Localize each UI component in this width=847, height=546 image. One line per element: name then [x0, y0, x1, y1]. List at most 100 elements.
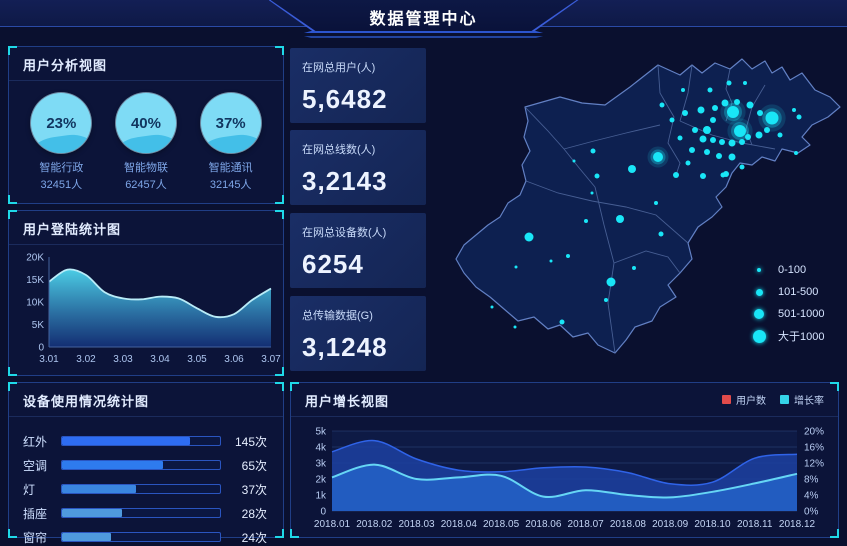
- bar-value: 145次: [234, 434, 267, 449]
- map-data-dot: [704, 149, 710, 155]
- legend-label: 用户数: [736, 396, 766, 407]
- gauge-item[interactable]: 23% 智能行政 32451人: [21, 93, 101, 193]
- map-data-dot: [673, 172, 679, 178]
- map-data-dot: [764, 127, 770, 133]
- bar-row[interactable]: 插座 28次: [23, 501, 267, 525]
- svg-text:1k: 1k: [315, 491, 327, 502]
- svg-text:4%: 4%: [804, 491, 819, 502]
- bar-value: 24次: [241, 530, 267, 545]
- gauge-percent: 37%: [215, 114, 246, 132]
- svg-text:2018.04: 2018.04: [441, 519, 478, 530]
- corner-decoration: [275, 46, 284, 55]
- stat-card-total-devices[interactable]: 在网总设备数(人) 6254: [290, 213, 426, 288]
- map-data-dot: [716, 153, 722, 159]
- corner-decoration: [275, 382, 284, 391]
- user-analysis-panel: 用户分析视图 23% 智能行政 32451人 40% 智能物联 62457人 3…: [8, 46, 284, 204]
- bar-row[interactable]: 灯 37次: [23, 477, 267, 501]
- map-data-dot: [566, 254, 570, 258]
- corner-decoration: [8, 195, 17, 204]
- panel-title: 设备使用情况统计图: [9, 383, 283, 417]
- map-data-dot: [692, 127, 698, 133]
- legend-dot-large: [754, 309, 764, 319]
- bar-track: [61, 436, 221, 446]
- growth-chart-legend: 用户数 增长率: [722, 392, 824, 407]
- svg-text:2018.05: 2018.05: [483, 519, 520, 530]
- map-data-dot: [559, 319, 565, 325]
- bar-fill: [62, 461, 164, 469]
- svg-text:2k: 2k: [315, 475, 327, 486]
- map-data-dot: [721, 99, 729, 107]
- gauge-count: 32451人: [40, 178, 83, 191]
- map-data-dot: [606, 277, 616, 287]
- legend-dot-small: [757, 268, 761, 272]
- map-data-dot: [681, 88, 685, 92]
- panel-title: 用户分析视图: [9, 47, 283, 81]
- map-data-dot: [572, 159, 576, 163]
- legend-row: 501-1000: [748, 303, 825, 325]
- bar-track: [61, 532, 221, 542]
- svg-text:0: 0: [320, 507, 326, 518]
- gauge-item[interactable]: 37% 智能通讯 32145人: [191, 93, 271, 193]
- bar-fill: [62, 533, 111, 541]
- legend-item-rate[interactable]: 增长率: [780, 392, 824, 407]
- bar-label: 插座: [23, 506, 48, 521]
- map-dot-layer: [490, 80, 802, 329]
- bar-row[interactable]: 空调 65次: [23, 453, 267, 477]
- gauge-item[interactable]: 40% 智能物联 62457人: [106, 93, 186, 193]
- stat-card-total-users[interactable]: 在网总用户(人) 5,6482: [290, 48, 426, 123]
- device-bar-chart: 红外 145次 空调 65次 灯 37次 插座 28次 窗帘 24次: [9, 417, 283, 546]
- user-growth-panel: 用户增长视图 用户数 增长率 0 1k 2k 3k 4k 5k 0% 4% 8% 12% 16% 20…: [290, 382, 839, 538]
- map-data-dot: [745, 134, 751, 140]
- login-area-chart[interactable]: 0 5K 10K 15K 20K 3.01 3.02 3.03 3.04 3.05 3.06 3.07: [11, 247, 281, 379]
- map-data-dot: [739, 164, 745, 170]
- panel-title: 用户登陆统计图: [9, 211, 283, 245]
- region-map[interactable]: 0-100 101-500 501-1000 大于1000: [430, 45, 847, 375]
- bar-value: 37次: [241, 482, 267, 497]
- gauge-percent: 23%: [46, 114, 77, 132]
- map-data-dot: [669, 117, 675, 123]
- legend-label: 大于1000: [778, 331, 825, 343]
- bar-label: 空调: [23, 458, 48, 473]
- map-data-dot: [590, 148, 596, 154]
- svg-text:20K: 20K: [26, 253, 44, 264]
- map-data-dot: [757, 110, 763, 116]
- legend-label: 增长率: [794, 396, 824, 407]
- map-data-dot: [710, 117, 716, 123]
- bar-label: 窗帘: [23, 530, 48, 545]
- svg-text:2018.03: 2018.03: [398, 519, 435, 530]
- legend-item-users[interactable]: 用户数: [722, 392, 766, 407]
- svg-text:0: 0: [38, 343, 44, 354]
- header-title-plate: 数据管理中心: [268, 0, 579, 33]
- stat-card-total-lines[interactable]: 在网总线数(人) 3,2143: [290, 130, 426, 205]
- map-data-dot: [703, 126, 711, 134]
- stat-value: 5,6482: [302, 84, 388, 114]
- svg-text:4k: 4k: [315, 443, 327, 454]
- map-svg: [455, 58, 841, 354]
- corner-decoration: [275, 195, 284, 204]
- map-data-dot: [594, 173, 600, 179]
- legend-dot-xlarge: [752, 329, 766, 343]
- stat-card-total-data[interactable]: 总传输数据(G) 3,1248: [290, 296, 426, 371]
- gauge-label: 智能通讯 32145人: [191, 160, 271, 193]
- svg-text:16%: 16%: [804, 443, 824, 454]
- map-data-dot: [697, 106, 705, 114]
- bar-row[interactable]: 窗帘 24次: [23, 525, 267, 546]
- map-data-dot: [707, 87, 713, 93]
- map-data-dot: [765, 111, 779, 125]
- map-data-dot: [699, 135, 707, 143]
- map-data-dot: [513, 325, 517, 329]
- map-data-dot: [723, 171, 729, 177]
- growth-area-chart[interactable]: 0 1k 2k 3k 4k 5k 0% 4% 8% 12% 16% 20% 2018.01 2018.02…: [292, 419, 837, 543]
- gauge-category: 智能物联: [123, 162, 168, 174]
- map-data-dot: [734, 125, 746, 137]
- bar-row[interactable]: 红外 145次: [23, 429, 267, 453]
- login-stats-panel: 用户登陆统计图 0 5K 10K 15K 20K 3.01 3.02 3.03 3.04 3.05…: [8, 210, 284, 376]
- map-data-dot: [682, 110, 688, 116]
- map-data-dot: [653, 152, 663, 162]
- svg-text:3.05: 3.05: [187, 354, 207, 365]
- gauge-category: 智能通讯: [208, 162, 253, 174]
- map-data-dot: [726, 80, 732, 86]
- map-data-dot: [728, 153, 736, 161]
- map-data-dot: [604, 298, 608, 302]
- page-title: 数据管理中心: [369, 11, 478, 28]
